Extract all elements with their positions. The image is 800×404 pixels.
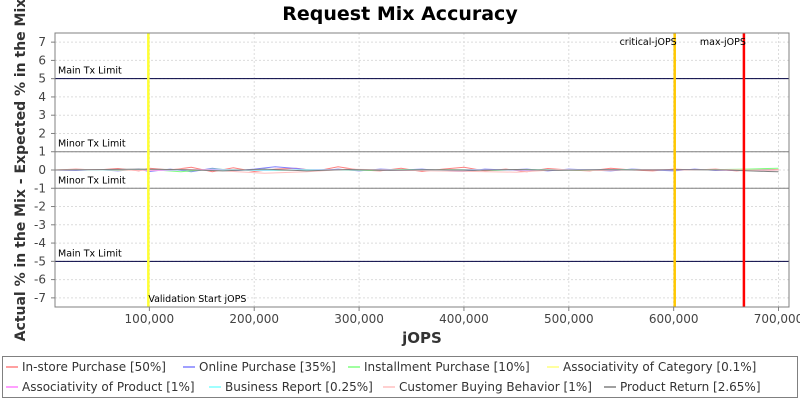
vertical-marker-label: Validation Start jOPS bbox=[148, 294, 246, 305]
y-tick-label: 7 bbox=[38, 35, 46, 49]
y-tick-label: -4 bbox=[34, 236, 46, 250]
y-tick-label: -1 bbox=[34, 181, 46, 195]
legend-item-label: In-store Purchase [50%] bbox=[22, 360, 166, 374]
legend-item-label: Installment Purchase [10%] bbox=[364, 360, 530, 374]
y-tick-label: 3 bbox=[38, 108, 46, 122]
y-tick-label: -5 bbox=[34, 254, 46, 268]
horizontal-marker-label: Main Tx Limit bbox=[58, 66, 122, 77]
y-tick-label: -2 bbox=[34, 200, 46, 214]
x-tick-label: 700,000 bbox=[754, 312, 800, 326]
y-tick-label: 2 bbox=[38, 126, 46, 140]
y-tick-label: 4 bbox=[38, 90, 46, 104]
y-tick-label: 1 bbox=[38, 145, 46, 159]
x-tick-label: 100,000 bbox=[125, 312, 175, 326]
x-axis-label: jOPS bbox=[401, 329, 442, 347]
legend-item-label: Online Purchase [35%] bbox=[199, 360, 336, 374]
y-tick-label: -7 bbox=[34, 291, 46, 305]
x-tick-label: 400,000 bbox=[439, 312, 489, 326]
y-tick-label: -3 bbox=[34, 218, 46, 232]
x-tick-label: 600,000 bbox=[649, 312, 699, 326]
y-tick-label: 6 bbox=[38, 53, 46, 67]
y-axis-label: Actual % in the Mix - Expected % in the … bbox=[13, 0, 29, 341]
legend-item-label: Customer Buying Behavior [1%] bbox=[399, 380, 592, 394]
legend-item-label: Business Report [0.25%] bbox=[225, 380, 373, 394]
x-tick-label: 500,000 bbox=[544, 312, 594, 326]
horizontal-marker-label: Minor Tx Limit bbox=[58, 175, 126, 186]
chart-title: Request Mix Accuracy bbox=[282, 3, 518, 25]
vertical-marker-label: max-jOPS bbox=[700, 37, 746, 48]
legend-item-label: Product Return [2.65%] bbox=[620, 380, 761, 394]
horizontal-marker-label: Minor Tx Limit bbox=[58, 139, 126, 150]
y-tick-label: 0 bbox=[38, 163, 46, 177]
horizontal-marker-label: Main Tx Limit bbox=[58, 248, 122, 259]
x-tick-label: 200,000 bbox=[229, 312, 279, 326]
y-tick-label: -6 bbox=[34, 273, 46, 287]
legend-item-label: Associativity of Product [1%] bbox=[22, 380, 195, 394]
x-tick-label: 300,000 bbox=[334, 312, 384, 326]
plot-area: 100,000 200,000 300,000 400,000 500,000 600,0… bbox=[34, 33, 800, 326]
vertical-marker-label: critical-jOPS bbox=[620, 37, 677, 48]
y-tick-label: 5 bbox=[38, 72, 46, 86]
legend-item-label: Associativity of Category [0.1%] bbox=[563, 360, 756, 374]
legend: In-store Purchase [50%] Online Purchase [… bbox=[3, 357, 798, 398]
